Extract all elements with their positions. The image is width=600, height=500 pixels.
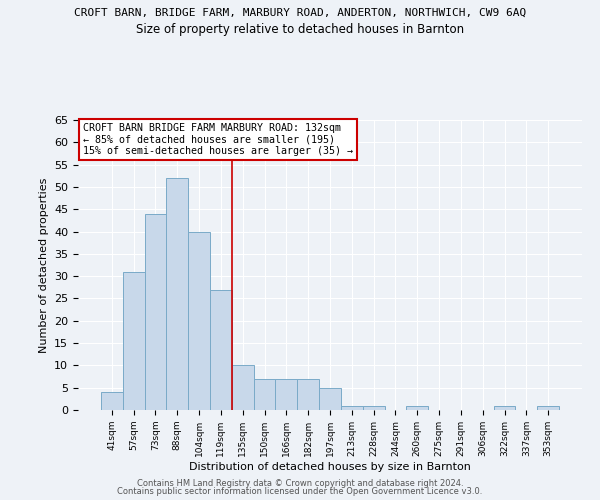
Bar: [406, 406, 428, 410]
Y-axis label: Number of detached properties: Number of detached properties: [38, 178, 49, 352]
Text: Contains HM Land Registry data © Crown copyright and database right 2024.: Contains HM Land Registry data © Crown c…: [137, 478, 463, 488]
Bar: [254, 379, 275, 410]
Bar: [166, 178, 188, 410]
Bar: [341, 406, 363, 410]
Text: CROFT BARN, BRIDGE FARM, MARBURY ROAD, ANDERTON, NORTHWICH, CW9 6AQ: CROFT BARN, BRIDGE FARM, MARBURY ROAD, A…: [74, 8, 526, 18]
Text: Contains public sector information licensed under the Open Government Licence v3: Contains public sector information licen…: [118, 487, 482, 496]
Bar: [319, 388, 341, 410]
Bar: [232, 366, 254, 410]
Bar: [123, 272, 145, 410]
Bar: [188, 232, 210, 410]
Text: CROFT BARN BRIDGE FARM MARBURY ROAD: 132sqm
← 85% of detached houses are smaller: CROFT BARN BRIDGE FARM MARBURY ROAD: 132…: [83, 123, 353, 156]
Bar: [297, 379, 319, 410]
Bar: [494, 406, 515, 410]
Bar: [363, 406, 385, 410]
Bar: [275, 379, 297, 410]
Bar: [210, 290, 232, 410]
X-axis label: Distribution of detached houses by size in Barnton: Distribution of detached houses by size …: [189, 462, 471, 471]
Bar: [101, 392, 123, 410]
Text: Size of property relative to detached houses in Barnton: Size of property relative to detached ho…: [136, 22, 464, 36]
Bar: [537, 406, 559, 410]
Bar: [145, 214, 166, 410]
